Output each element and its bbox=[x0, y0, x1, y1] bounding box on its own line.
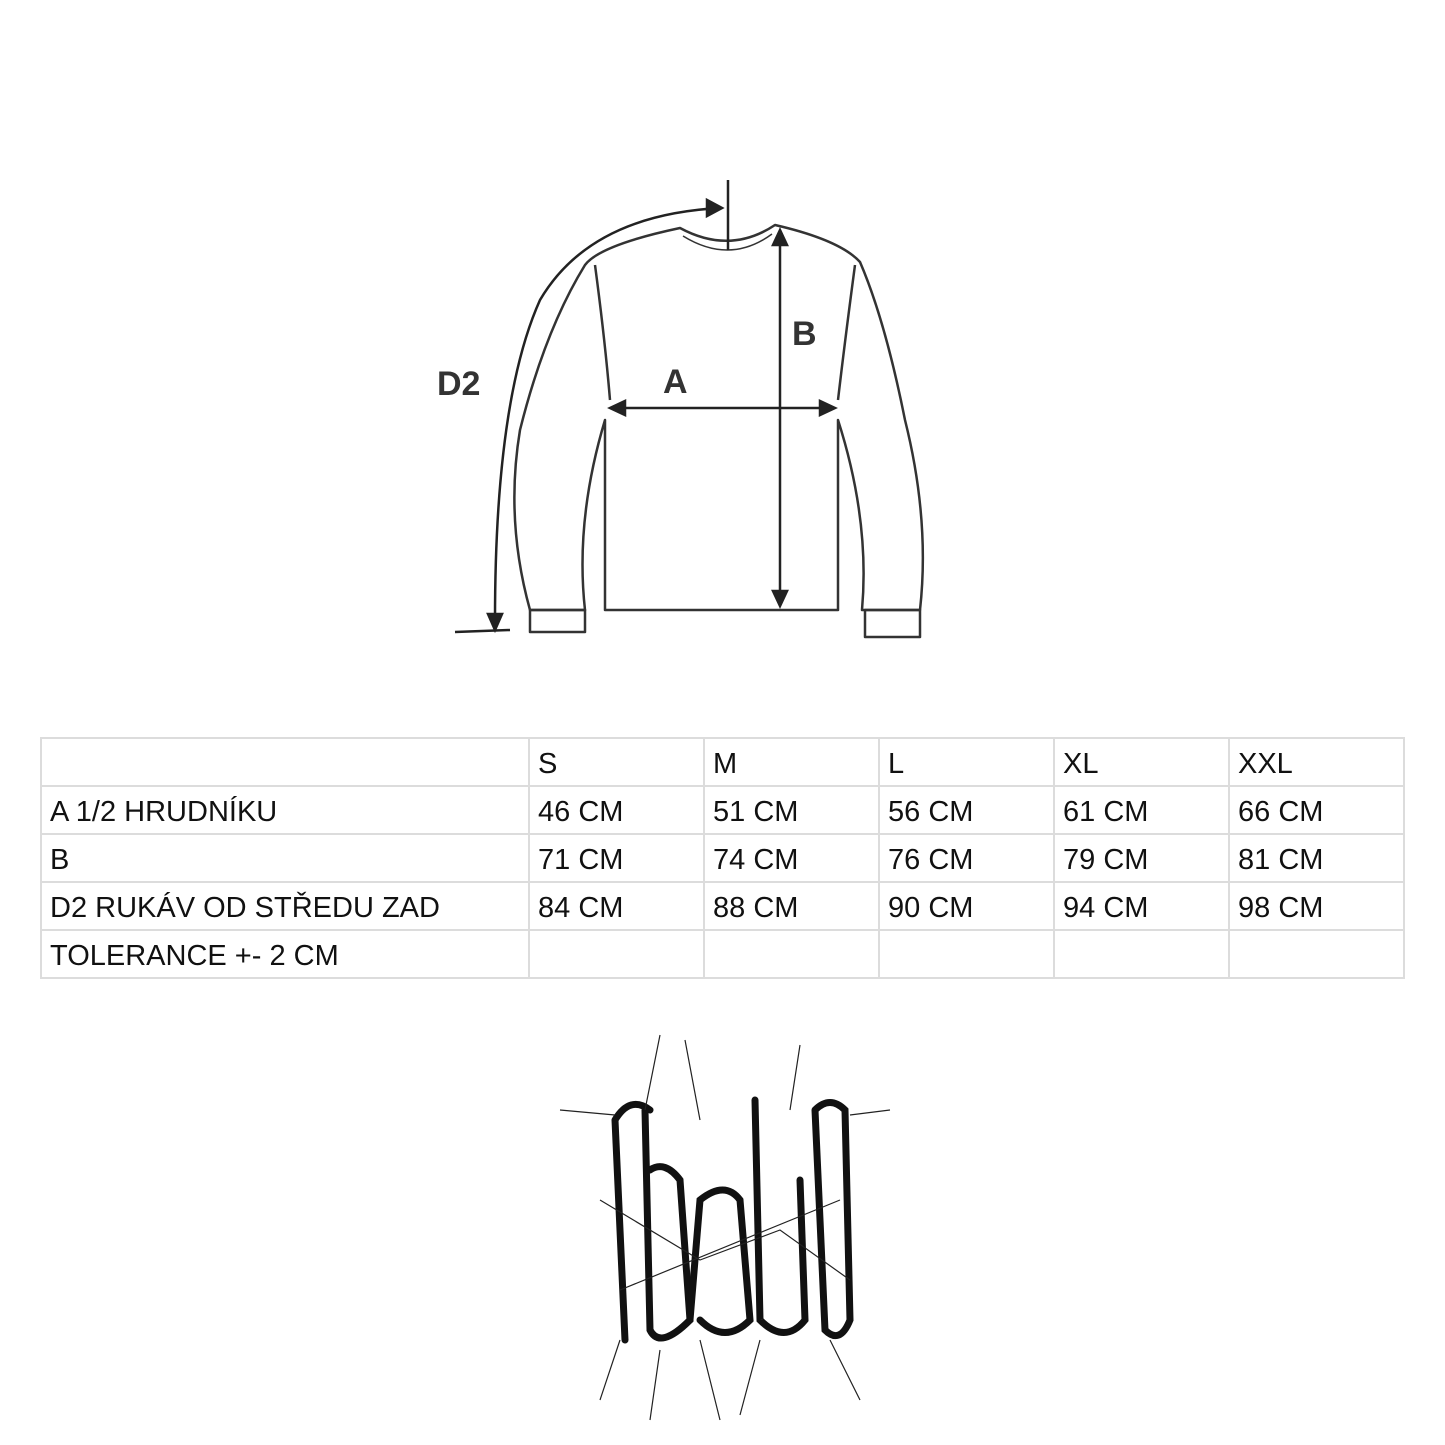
row-label: A 1/2 HRUDNÍKU bbox=[40, 785, 530, 835]
row-label: TOLERANCE +- 2 CM bbox=[40, 929, 530, 979]
size-table: S M L XL XXL A 1/2 HRUDNÍKU 46 CM 51 CM … bbox=[40, 737, 1405, 979]
table-cell bbox=[703, 929, 880, 979]
table-row: TOLERANCE +- 2 CM bbox=[40, 929, 1405, 979]
table-cell: 56 CM bbox=[878, 785, 1055, 835]
table-cell: 51 CM bbox=[703, 785, 880, 835]
table-cell: 90 CM bbox=[878, 881, 1055, 931]
table-cell: 88 CM bbox=[703, 881, 880, 931]
table-cell: 76 CM bbox=[878, 833, 1055, 883]
table-cell: 61 CM bbox=[1053, 785, 1230, 835]
table-cell: 94 CM bbox=[1053, 881, 1230, 931]
label-a: A bbox=[663, 363, 688, 401]
table-row: D2 RUKÁV OD STŘEDU ZAD 84 CM 88 CM 90 CM… bbox=[40, 881, 1405, 931]
table-cell bbox=[878, 929, 1055, 979]
logo-strokes bbox=[611, 1096, 854, 1344]
table-header-row: S M L XL XXL bbox=[40, 737, 1405, 787]
table-cell: 81 CM bbox=[1228, 833, 1405, 883]
header-cell bbox=[40, 737, 530, 787]
table-row: B 71 CM 74 CM 76 CM 79 CM 81 CM bbox=[40, 833, 1405, 883]
header-cell: XL bbox=[1053, 737, 1230, 787]
table-cell: 79 CM bbox=[1053, 833, 1230, 883]
header-cell: M bbox=[703, 737, 880, 787]
table-cell: 84 CM bbox=[528, 881, 705, 931]
table-cell: 66 CM bbox=[1228, 785, 1405, 835]
label-d2: D2 bbox=[437, 365, 480, 403]
table-cell: 98 CM bbox=[1228, 881, 1405, 931]
row-label: B bbox=[40, 833, 530, 883]
header-cell: S bbox=[528, 737, 705, 787]
sweater-measurement-diagram: A B D2 bbox=[437, 180, 925, 639]
label-b: B bbox=[792, 315, 817, 353]
row-label: D2 RUKÁV OD STŘEDU ZAD bbox=[40, 881, 530, 931]
table-cell bbox=[1228, 929, 1405, 979]
table-cell: 71 CM bbox=[528, 833, 705, 883]
brand-logo bbox=[559, 1034, 891, 1421]
table-cell bbox=[528, 929, 705, 979]
header-cell: L bbox=[878, 737, 1055, 787]
logo-cracks bbox=[559, 1034, 891, 1421]
table-cell: 74 CM bbox=[703, 833, 880, 883]
table-row: A 1/2 HRUDNÍKU 46 CM 51 CM 56 CM 61 CM 6… bbox=[40, 785, 1405, 835]
header-cell: XXL bbox=[1228, 737, 1405, 787]
table-cell: 46 CM bbox=[528, 785, 705, 835]
table-cell bbox=[1053, 929, 1230, 979]
measurement-arrows bbox=[454, 180, 838, 634]
sweater-outline bbox=[513, 223, 925, 639]
